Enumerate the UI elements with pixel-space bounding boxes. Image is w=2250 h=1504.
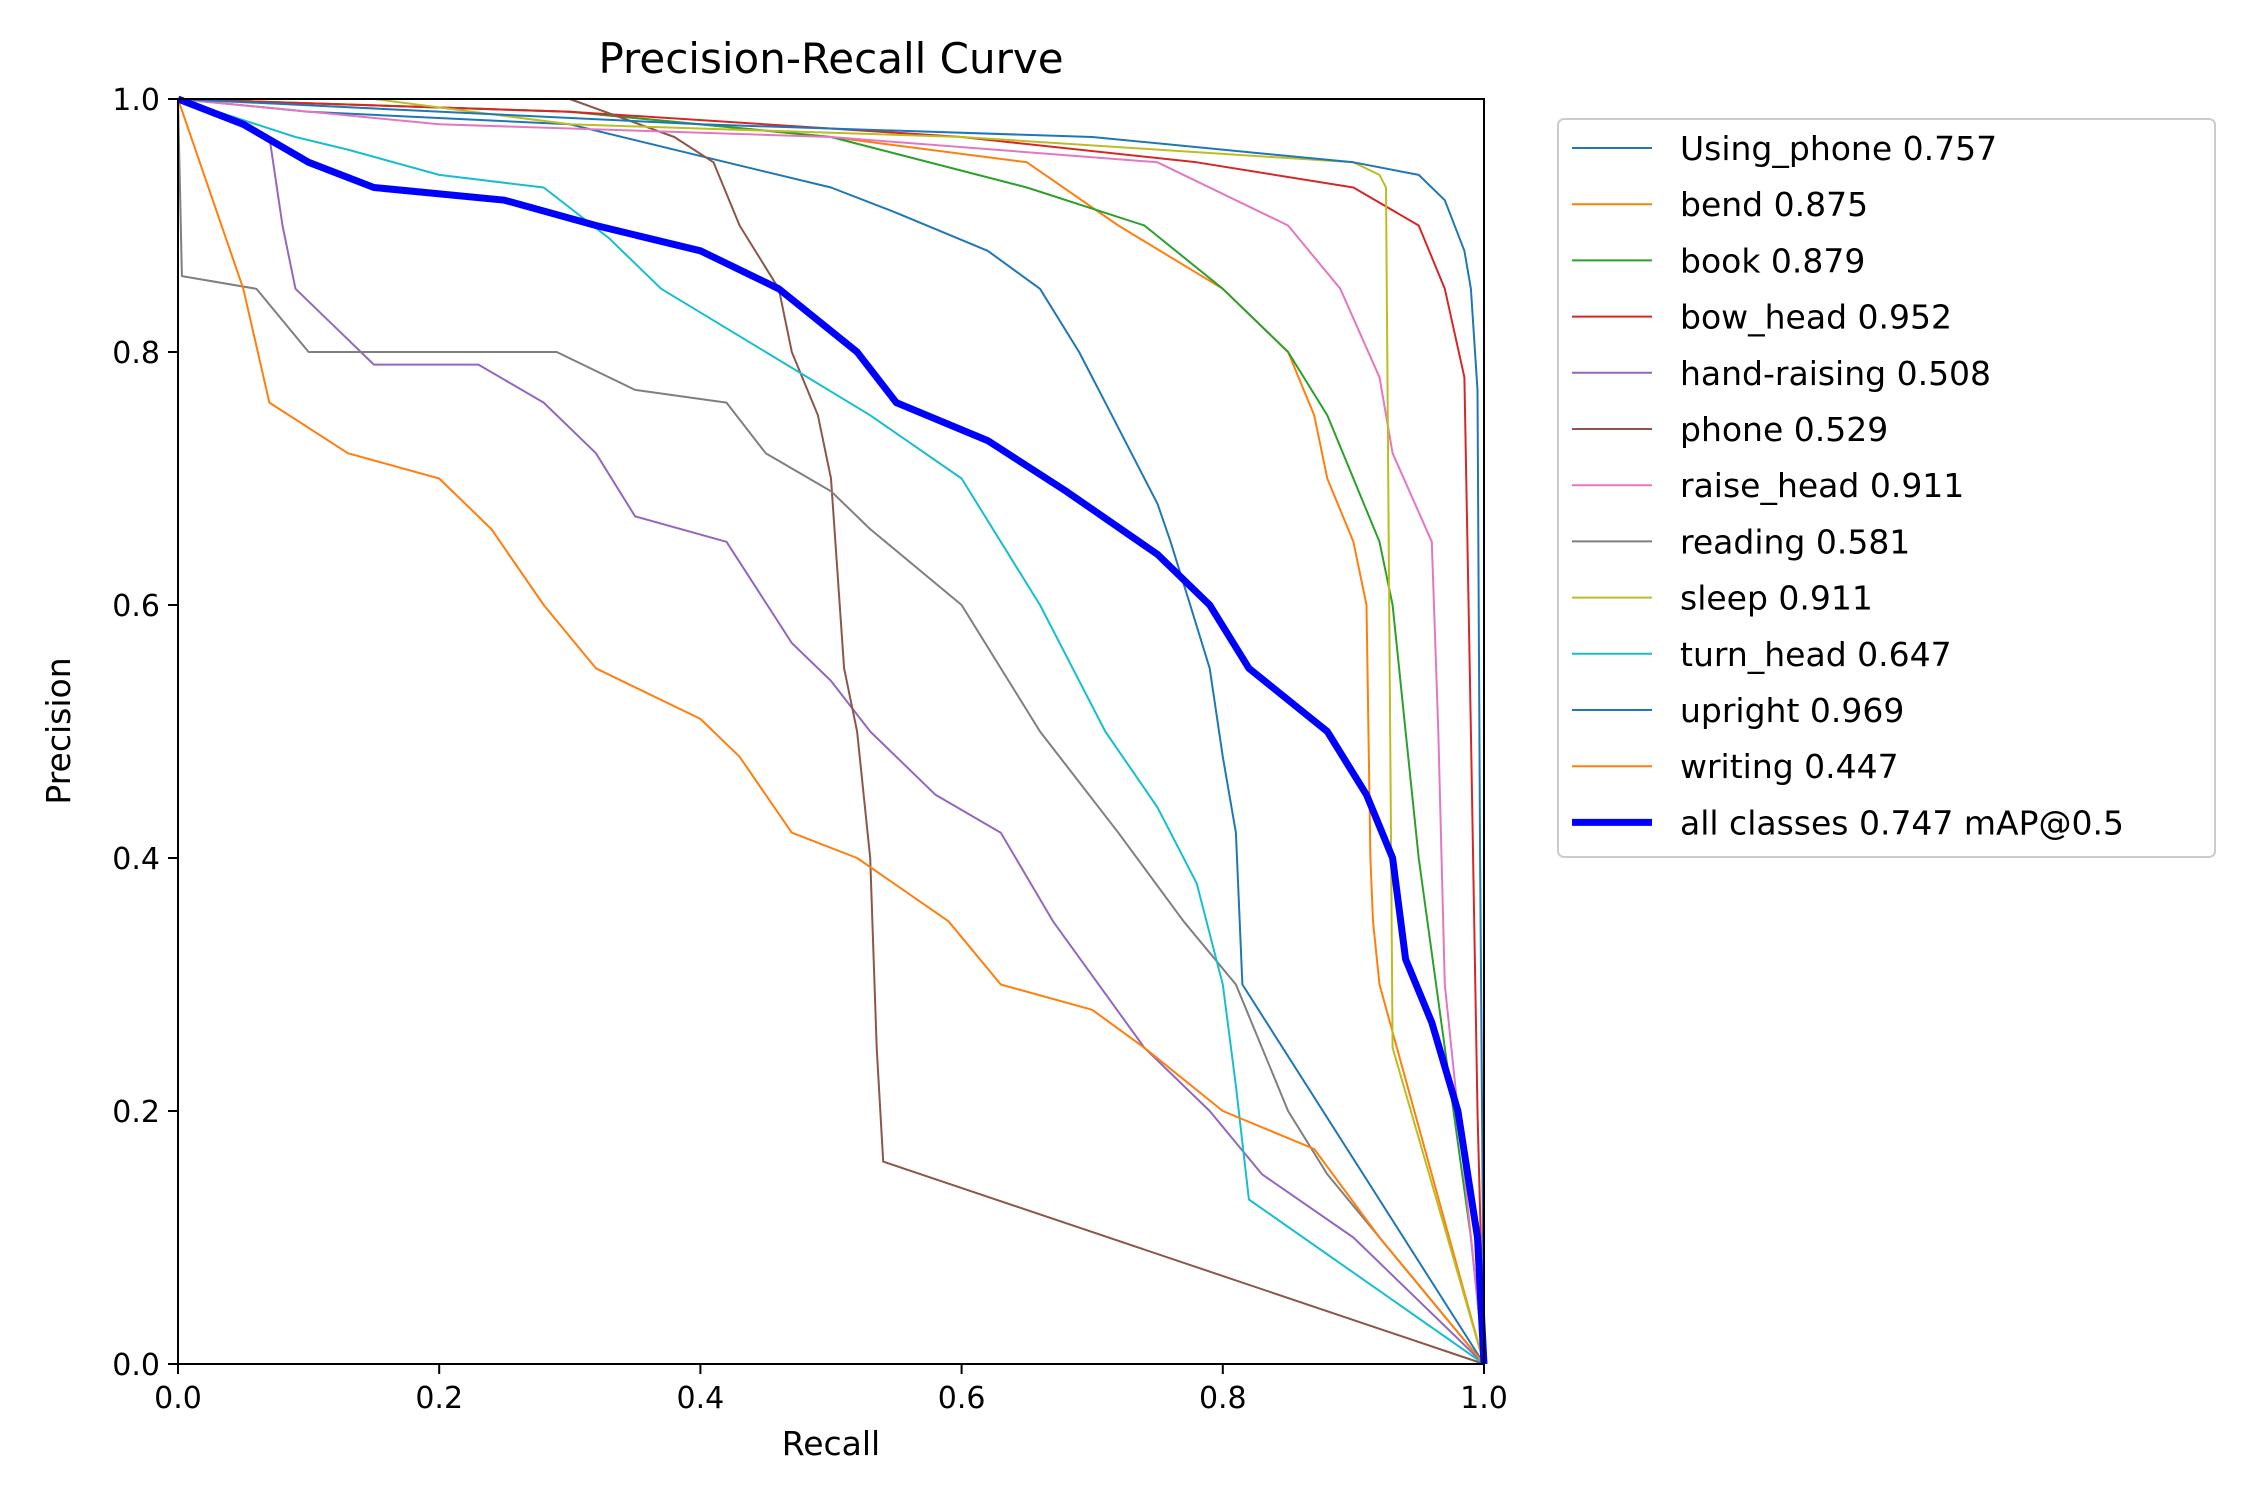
y-tick-label: 0.8 (112, 336, 160, 371)
legend-label: sleep 0.911 (1680, 579, 1873, 618)
series-line-10 (177, 98, 1485, 1365)
plot-frame (177, 98, 1485, 1365)
x-tick-label: 0.6 (938, 1381, 986, 1416)
axis-ticks: 0.0 0.2 0.4 0.6 0.8 1.0 0.0 0.2 0.4 0.6 0.8 1.0 (112, 83, 1508, 1416)
x-tick-label: 0.2 (415, 1381, 463, 1416)
series-line-3 (177, 98, 1485, 1365)
y-axis-label: Precision (39, 657, 78, 804)
series-line-1 (177, 98, 1485, 1365)
series-line-2 (177, 98, 1485, 1365)
y-tick-label: 1.0 (112, 83, 160, 118)
series-line-4 (177, 98, 1485, 1365)
series-line-6 (177, 98, 1485, 1365)
y-tick-label: 0.6 (112, 589, 160, 624)
legend-label: bow_head 0.952 (1680, 298, 1952, 337)
series-line-5 (178, 98, 1485, 1365)
legend-label: Using_phone 0.757 (1680, 129, 1997, 168)
legend-label: writing 0.447 (1680, 747, 1899, 786)
legend-frame (1557, 118, 2216, 858)
series-line-12 (176, 95, 1488, 1365)
legend-label: hand-raising 0.508 (1680, 354, 1991, 393)
x-tick-label: 0.0 (154, 1381, 202, 1416)
curves (176, 95, 1488, 1365)
legend-label: bend 0.875 (1680, 185, 1868, 224)
series-line-11 (177, 98, 1485, 1365)
legend-label: phone 0.529 (1680, 410, 1888, 449)
legend-label: raise_head 0.911 (1680, 466, 1964, 505)
legend-label: reading 0.581 (1680, 522, 1910, 561)
x-axis-label: Recall (782, 1424, 880, 1463)
x-tick-label: 0.8 (1199, 1381, 1247, 1416)
legend-label: book 0.879 (1680, 241, 1865, 280)
chart-title: Precision-Recall Curve (598, 34, 1063, 83)
series-line-7 (177, 98, 1485, 1365)
legend-label: all classes 0.747 mAP@0.5 (1680, 803, 2124, 842)
y-tick-label: 0.0 (112, 1348, 160, 1383)
x-tick-label: 0.4 (677, 1381, 725, 1416)
legend-label: upright 0.969 (1680, 691, 1904, 730)
series-line-8 (178, 98, 1485, 1365)
legend: Using_phone 0.757 bend 0.875 book 0.879 bow… (1557, 118, 2216, 858)
series-line-9 (177, 98, 1485, 1365)
y-tick-label: 0.4 (112, 842, 160, 877)
legend-label: turn_head 0.647 (1680, 635, 1952, 674)
series-line-0 (177, 98, 1485, 1365)
y-tick-label: 0.2 (112, 1095, 160, 1130)
x-tick-label: 1.0 (1460, 1381, 1508, 1416)
